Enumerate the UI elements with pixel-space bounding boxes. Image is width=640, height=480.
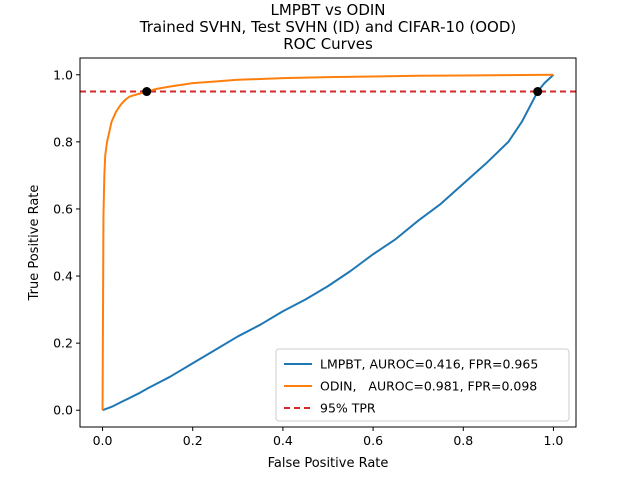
y-tick-label: 0.2 xyxy=(53,336,73,351)
x-tick-label: 0.0 xyxy=(93,433,113,448)
x-tick-label: 0.8 xyxy=(453,433,473,448)
title-line-2: Trained SVHN, Test SVHN (ID) and CIFAR-1… xyxy=(139,18,516,36)
threshold-marker-1 xyxy=(533,87,543,97)
title-line-1: LMPBT vs ODIN xyxy=(270,1,385,19)
plot-area xyxy=(80,73,576,412)
legend: LMPBT, AUROC=0.416, FPR=0.965 ODIN, AUROC… xyxy=(275,348,570,422)
x-tick-label: 0.6 xyxy=(363,433,383,448)
y-tick-label: 0.4 xyxy=(53,269,73,284)
legend-label-0: LMPBT, AUROC=0.416, FPR=0.965 xyxy=(320,357,538,372)
y-tick-label: 0.0 xyxy=(53,403,73,418)
y-tick-label: 1.0 xyxy=(53,67,73,82)
legend-label-1: ODIN, AUROC=0.981, FPR=0.098 xyxy=(320,379,537,394)
x-tick-label: 0.2 xyxy=(183,433,203,448)
plot-frame xyxy=(79,57,577,428)
series-line-0 xyxy=(102,74,555,412)
y-tick-label: 0.8 xyxy=(53,134,73,149)
y-axis-label: True Positive Rate xyxy=(27,185,42,302)
y-tick-label: 0.6 xyxy=(53,201,73,216)
threshold-marker-0 xyxy=(142,87,152,97)
title-line-3: ROC Curves xyxy=(283,35,373,53)
x-axis-label: False Positive Rate xyxy=(268,456,389,471)
x-tick-label: 0.4 xyxy=(273,433,293,448)
x-tick-label: 1.0 xyxy=(544,433,564,448)
legend-label-2: 95% TPR xyxy=(320,401,376,416)
chart-title: LMPBT vs ODIN Trained SVHN, Test SVHN (I… xyxy=(139,1,516,53)
axis-ticks: 0.0 0.2 0.4 0.6 0.8 1.0 0.0 0.2 0.4 0.6 0.8 1.0 xyxy=(53,67,563,448)
legend-box xyxy=(275,348,570,422)
